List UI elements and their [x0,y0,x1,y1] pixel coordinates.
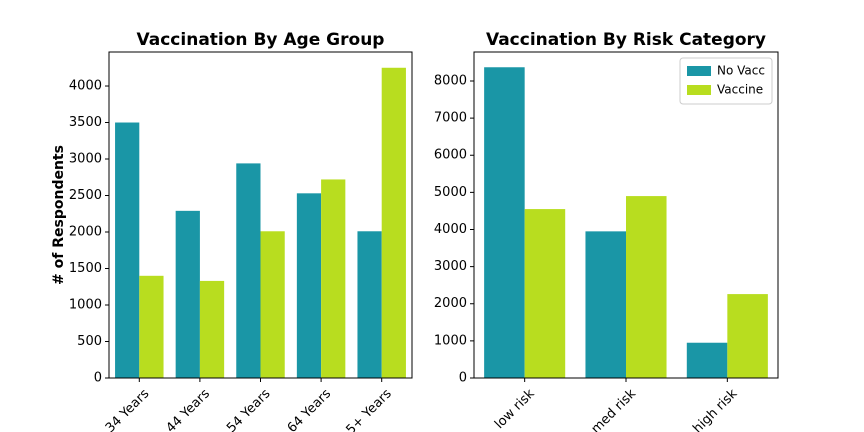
y-tick-label: 7000 [434,111,467,126]
bar [139,275,164,378]
y-tick-label: 5000 [434,185,467,200]
y-tick-label: 8000 [434,73,467,88]
y-tick-label: 0 [94,371,102,386]
bar [175,210,200,378]
bar [626,196,667,378]
x-tick-label: 44 Years [163,386,213,432]
x-tick-label: 34 Years [103,386,153,432]
legend-label: Vaccine [717,83,763,97]
bar [357,231,382,378]
bar [727,294,768,378]
y-tick-label: 500 [77,334,102,349]
x-tick-label: med risk [589,386,640,432]
y-tick-label: 2000 [69,225,102,240]
bar [115,122,140,379]
bar [296,193,322,378]
x-tick-label: 5+ Years [343,386,394,432]
y-axis-label: # of Respondents [51,145,67,285]
y-tick-label: 1000 [69,298,102,313]
bar [199,280,225,378]
y-tick-label: 1000 [434,333,467,348]
y-tick-label: 6000 [434,148,467,163]
y-tick-label: 3000 [434,259,467,274]
x-tick-label: 64 Years [285,386,335,432]
bar [260,231,285,378]
bar [585,231,626,378]
x-tick-label: high risk [690,386,740,432]
x-tick-label: low risk [492,386,538,432]
y-tick-label: 2500 [69,188,102,203]
bar [321,179,346,378]
y-tick-label: 2000 [434,296,467,311]
chart-title: Vaccination By Risk Category [486,30,766,50]
y-tick-label: 3500 [69,115,102,130]
y-tick-label: 0 [459,371,467,386]
x-tick-label: 54 Years [224,386,274,432]
axes-frame [473,51,779,379]
legend-swatch [687,85,711,95]
y-tick-label: 1500 [69,261,102,276]
y-tick-label: 3000 [69,152,102,167]
bar [236,163,261,378]
legend-label: No Vacc [717,64,765,78]
axes-frame [108,51,413,379]
legend-swatch [687,66,711,76]
bar [484,67,525,378]
y-tick-label: 4000 [434,222,467,237]
y-tick-label: 4000 [69,79,102,94]
legend: No Vacc Vaccine [679,57,773,105]
bar [381,67,406,379]
bar [524,209,566,378]
chart-title: Vaccination By Age Group [137,30,385,50]
bar [686,342,728,378]
